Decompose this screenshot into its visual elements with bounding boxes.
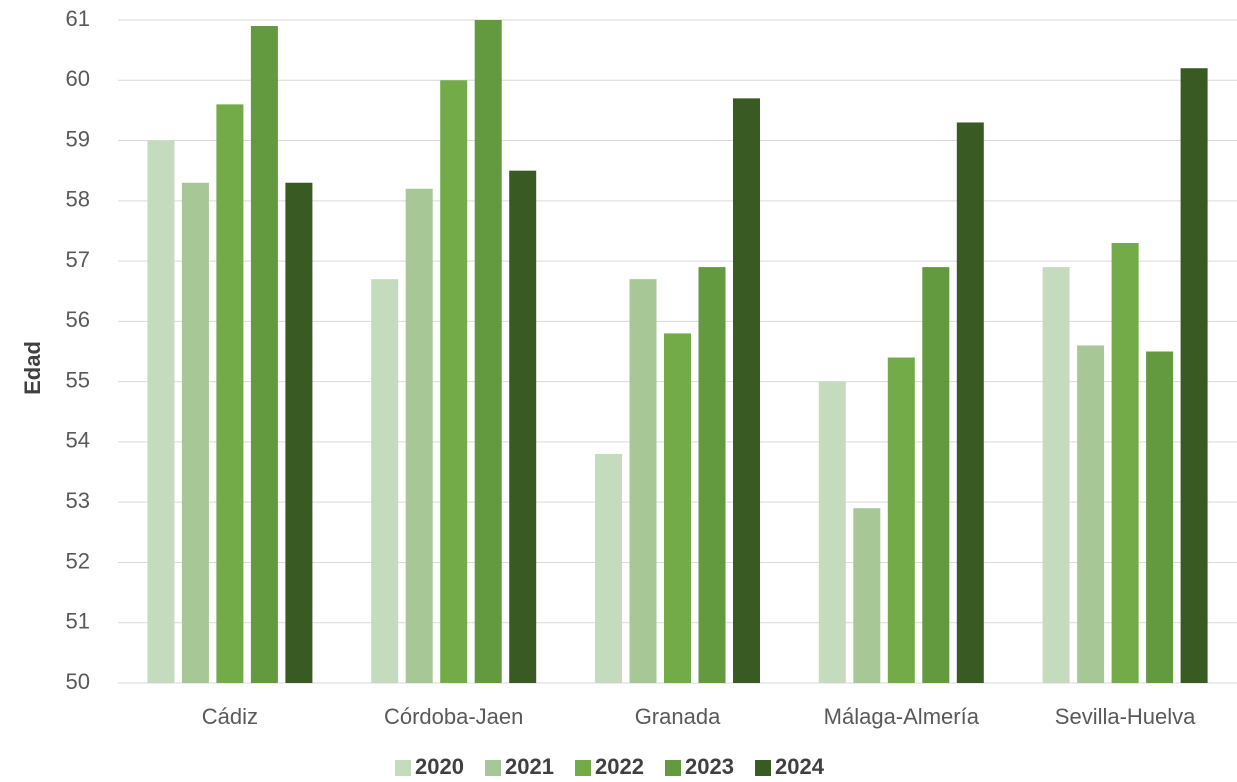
bar [371, 279, 399, 683]
x-tick-label: Málaga-Almería [824, 704, 980, 729]
bar [1042, 267, 1070, 683]
legend-label: 2020 [415, 754, 464, 779]
bar [595, 453, 622, 683]
legend-label: 2021 [505, 754, 554, 779]
legend-label: 2022 [595, 754, 644, 779]
bar [405, 188, 433, 683]
legend-swatch [665, 760, 681, 776]
legend-label: 2023 [685, 754, 734, 779]
bar [509, 170, 537, 683]
legend-label: 2024 [775, 754, 825, 779]
bar [733, 98, 760, 683]
y-tick-label: 58 [66, 187, 90, 212]
bar [1180, 68, 1208, 683]
bar [664, 333, 691, 683]
y-tick-label: 55 [66, 367, 90, 392]
bar [853, 508, 881, 683]
y-tick-label: 50 [66, 669, 90, 694]
y-tick-label: 57 [66, 247, 90, 272]
x-tick-label: Córdoba-Jaen [384, 704, 523, 729]
y-tick-label: 53 [66, 488, 90, 513]
y-tick-label: 60 [66, 66, 90, 91]
bar [440, 80, 468, 684]
bar [216, 104, 244, 683]
bar [1111, 243, 1139, 683]
y-axis-label: Edad [20, 341, 45, 395]
bar [147, 140, 175, 683]
bar [887, 357, 915, 683]
y-tick-label: 61 [66, 6, 90, 31]
x-tick-label: Sevilla-Huelva [1055, 704, 1196, 729]
bar [629, 279, 657, 683]
bar [922, 267, 950, 683]
x-tick-label: Granada [635, 704, 721, 729]
bar [474, 20, 502, 683]
bar [698, 267, 726, 683]
y-tick-label: 54 [66, 428, 90, 453]
bar [956, 122, 984, 684]
y-tick-label: 59 [66, 126, 90, 151]
y-tick-label: 56 [66, 307, 90, 332]
x-tick-label: Cádiz [202, 704, 258, 729]
legend-swatch [755, 760, 771, 776]
bar [1146, 351, 1174, 683]
bar [250, 26, 278, 683]
y-tick-label: 51 [66, 609, 90, 634]
bar [1077, 345, 1105, 683]
bar [285, 182, 313, 683]
legend-swatch [575, 760, 591, 776]
legend-swatch [485, 760, 501, 776]
bar [181, 182, 209, 683]
legend-swatch [395, 760, 411, 776]
bar [818, 381, 846, 683]
y-tick-label: 52 [66, 548, 90, 573]
